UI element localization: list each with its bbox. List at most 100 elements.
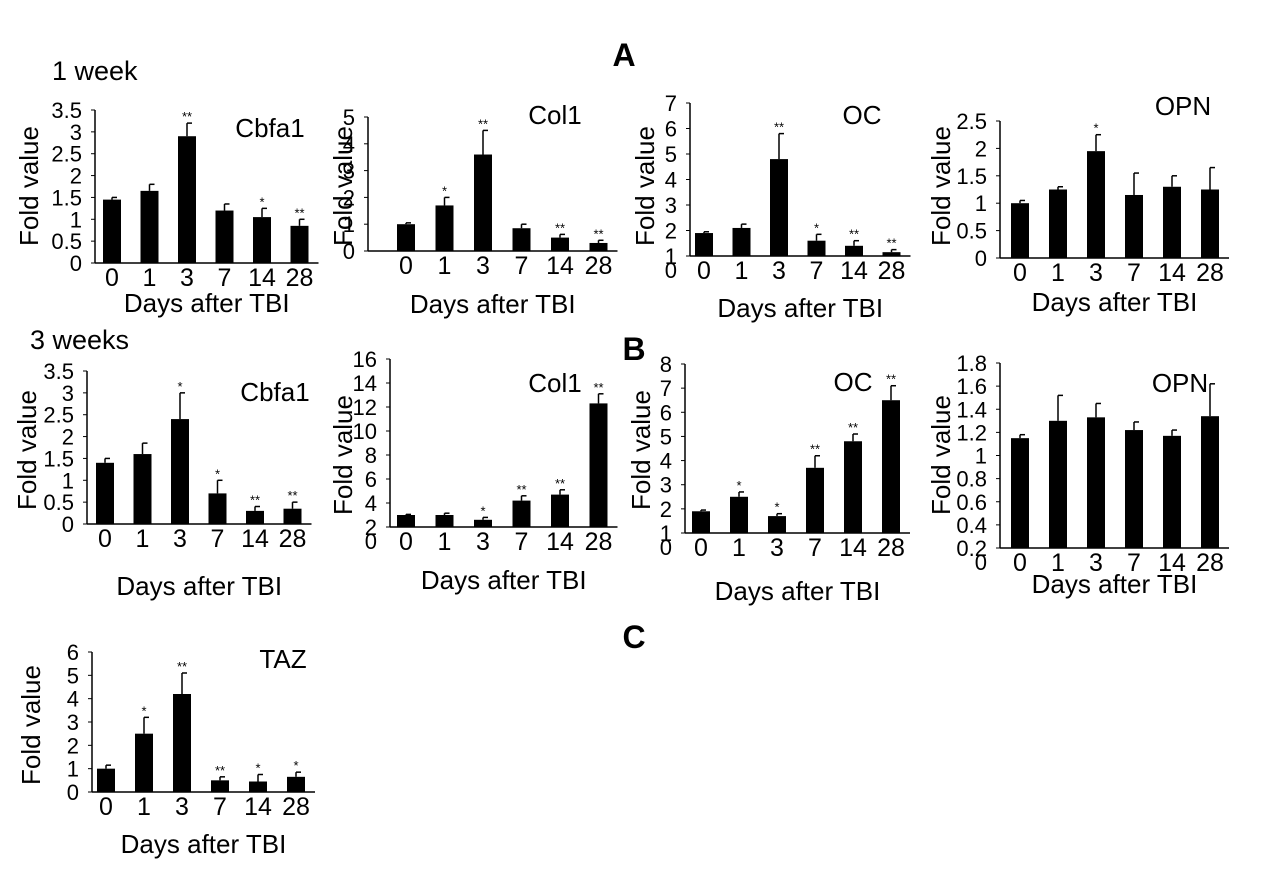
x-tick-label: 28 <box>585 528 613 556</box>
bar-28 <box>287 776 305 792</box>
bar-7 <box>807 240 826 256</box>
y-tick-label: 4 <box>365 491 377 516</box>
chart-title: TAZ <box>259 644 306 674</box>
x-tick-label: 28 <box>286 264 314 292</box>
y-tick-label: 5 <box>67 663 79 688</box>
y-tick-label: 14 <box>353 371 377 396</box>
y-tick-label: 7 <box>665 91 677 116</box>
y-tick-label: 2 <box>660 497 672 522</box>
x-tick-label: 7 <box>213 793 227 821</box>
y-tick-label: 0.5 <box>956 219 987 244</box>
significance-mark: * <box>480 503 485 518</box>
y-tick-label: 1 <box>665 244 677 269</box>
row-label-1-week: 1 week <box>52 56 138 86</box>
bar-0 <box>695 233 713 256</box>
y-tick-label: 6 <box>665 117 677 142</box>
x-tick-label: 7 <box>810 257 824 285</box>
x-tick-label: 0 <box>399 528 413 556</box>
y-tick-label: 2.5 <box>43 403 74 428</box>
x-tick-label: 28 <box>877 534 905 562</box>
y-tick-label: 3 <box>62 381 74 406</box>
y-tick-label: 1.5 <box>956 164 987 189</box>
significance-mark: ** <box>593 380 603 395</box>
significance-mark: ** <box>516 482 526 497</box>
y-axis-label: Fold value <box>328 126 358 246</box>
x-tick-label: 7 <box>515 528 529 556</box>
x-tick-label: 0 <box>694 534 708 562</box>
significance-mark: ** <box>555 220 565 235</box>
significance-mark: ** <box>555 476 565 491</box>
bar-7 <box>215 210 234 263</box>
bar-3 <box>178 136 196 263</box>
x-tick-label: 7 <box>515 252 529 280</box>
x-tick-label: 0 <box>697 257 711 285</box>
significance-mark: * <box>442 183 447 198</box>
y-tick-label: 3 <box>665 193 677 218</box>
significance-mark: ** <box>294 205 304 220</box>
y-tick-label: 3.5 <box>43 359 74 384</box>
y-tick-label: 3 <box>660 473 672 498</box>
y-tick-label: 8 <box>365 443 377 468</box>
bar-28 <box>882 400 900 533</box>
y-tick-label: 0 <box>70 251 82 276</box>
y-tick-label: 4 <box>665 168 677 193</box>
bar-1 <box>1049 189 1067 258</box>
bar-14 <box>253 217 271 263</box>
chart-title: OC <box>843 100 882 130</box>
x-tick-label: 3 <box>770 534 784 562</box>
y-tick-label: 1 <box>70 207 82 232</box>
x-tick-label: 7 <box>218 264 232 292</box>
x-axis-label: Days after TBI <box>121 829 287 859</box>
significance-mark: ** <box>886 236 896 251</box>
x-tick-label: 7 <box>1127 549 1141 577</box>
y-tick-label: 3 <box>70 120 82 145</box>
y-tick-label: 4 <box>660 449 672 474</box>
y-axis-label: Fold value <box>16 665 46 785</box>
significance-mark: * <box>177 379 182 394</box>
y-origin-label: 0 <box>660 535 672 560</box>
y-tick-label: 0.8 <box>956 467 987 492</box>
y-tick-label: 0 <box>62 512 74 537</box>
bar-3 <box>768 516 786 533</box>
y-tick-label: 2 <box>343 185 355 210</box>
y-tick-label: 6 <box>660 400 672 425</box>
chart-title: Col1 <box>528 368 581 398</box>
bar-14 <box>551 494 569 527</box>
bar-7 <box>1125 430 1143 548</box>
bar-0 <box>692 511 710 533</box>
x-tick-label: 28 <box>279 525 307 553</box>
bar-0 <box>1011 438 1029 548</box>
bar-14 <box>1163 186 1181 258</box>
x-axis-label: Days after TBI <box>715 576 881 606</box>
significance-mark: ** <box>215 763 225 778</box>
x-tick-label: 3 <box>772 257 786 285</box>
y-tick-label: 0 <box>343 239 355 264</box>
bar-1 <box>135 733 153 792</box>
x-tick-label: 1 <box>136 525 150 553</box>
bar-28 <box>283 508 302 524</box>
y-tick-label: 1.5 <box>43 446 74 471</box>
y-tick-label: 1.2 <box>956 420 987 445</box>
x-tick-label: 0 <box>1013 259 1027 287</box>
bar-14 <box>246 510 264 524</box>
x-tick-label: 7 <box>211 525 225 553</box>
x-tick-label: 0 <box>99 793 113 821</box>
y-tick-label: 3 <box>343 159 355 184</box>
y-axis-label: Fold value <box>14 126 44 246</box>
y-tick-label: 5 <box>660 424 672 449</box>
significance-mark: ** <box>250 493 260 508</box>
bar-28 <box>290 225 309 263</box>
x-tick-label: 3 <box>173 525 187 553</box>
x-tick-label: 14 <box>244 793 272 821</box>
y-tick-label: 1.6 <box>956 374 987 399</box>
bar-14 <box>1163 435 1181 548</box>
x-axis-label: Days after TBI <box>116 571 282 601</box>
x-axis-label: Days after TBI <box>1032 569 1198 599</box>
y-tick-label: 7 <box>660 376 672 401</box>
y-tick-label: 8 <box>660 352 672 377</box>
significance-mark: * <box>259 194 264 209</box>
y-tick-label: 1 <box>67 757 79 782</box>
bar-0 <box>397 515 415 527</box>
